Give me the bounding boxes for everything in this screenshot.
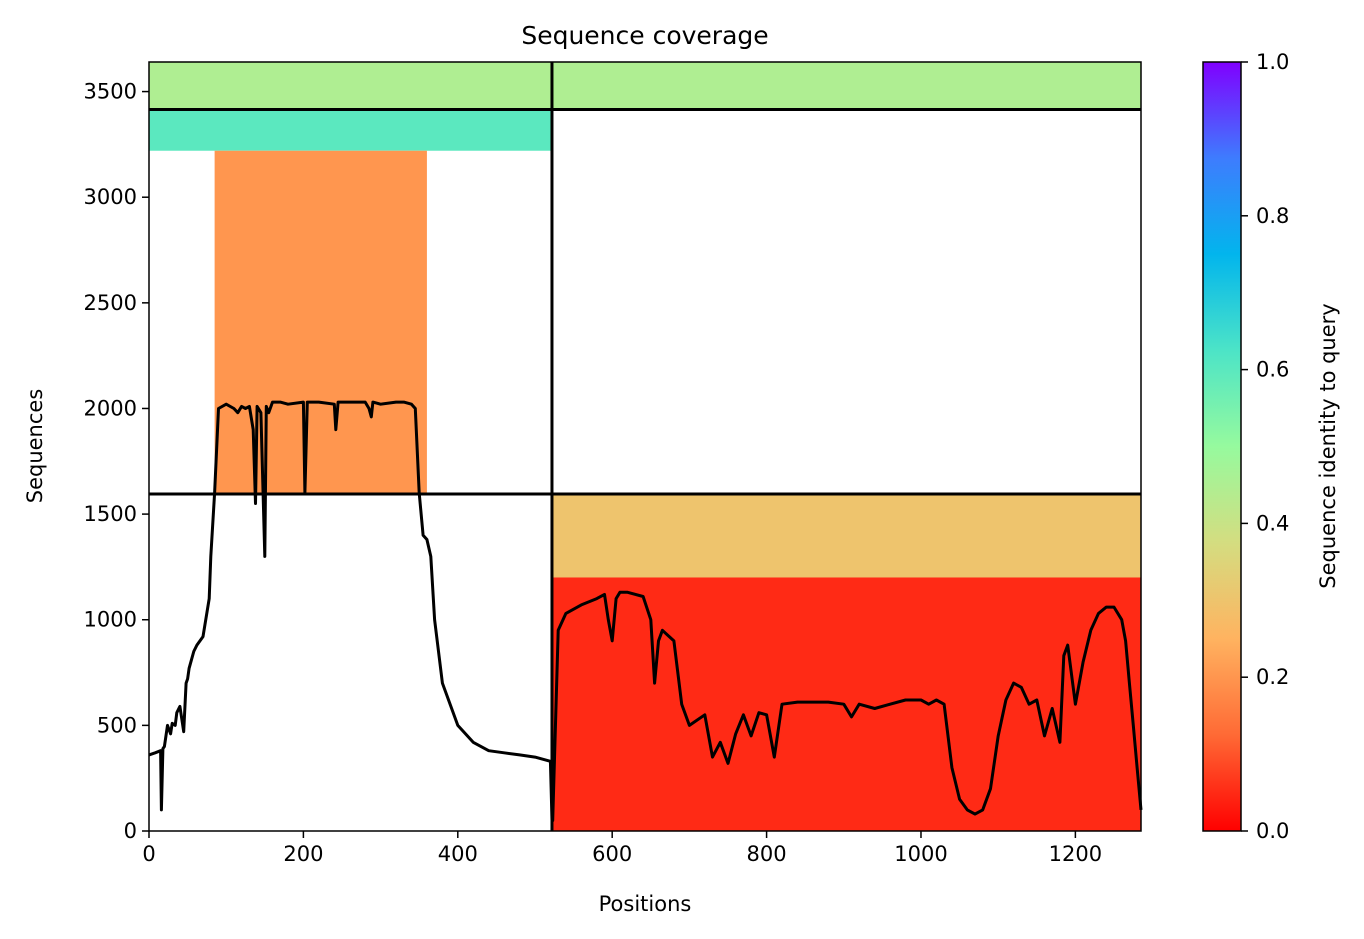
x-tick-label: 200	[283, 842, 323, 866]
colorbar-label: Sequence identity to query	[1316, 303, 1340, 588]
y-tick-label: 500	[97, 713, 137, 737]
x-tick-label: 600	[592, 842, 632, 866]
y-tick-label: 3000	[84, 185, 137, 209]
coverage-block-4	[551, 494, 1141, 578]
colorbar-tick-label: 0.6	[1256, 358, 1289, 382]
coverage-heatmap	[149, 62, 1141, 831]
coverage-block-3	[214, 150, 427, 495]
x-tick-label: 1200	[1049, 842, 1102, 866]
y-axis-label: Sequences	[23, 389, 47, 504]
y-tick-label: 1500	[84, 502, 137, 526]
coverage-block-0	[149, 62, 552, 110]
coverage-block-2	[149, 109, 552, 151]
y-tick-label: 1000	[84, 608, 137, 632]
colorbar	[1202, 61, 1242, 832]
x-tick-label: 400	[438, 842, 478, 866]
x-axis-label: Positions	[599, 892, 692, 916]
coverage-line	[148, 400, 1143, 822]
y-axis-ticks: 0 500 1000 1500 2000 2500 3000 3500	[84, 80, 149, 843]
x-tick-label: 800	[747, 842, 787, 866]
colorbar-tick-label: 0.4	[1256, 511, 1289, 535]
colorbar-ticks: 0.0 0.2 0.4 0.6 0.8 1.0	[1241, 50, 1289, 843]
colorbar-tick-label: 0.0	[1256, 819, 1289, 843]
colorbar-tick-label: 0.8	[1256, 204, 1289, 228]
chart-title: Sequence coverage	[521, 21, 768, 50]
chain-boundaries	[149, 62, 1141, 831]
colorbar-tick-label: 1.0	[1256, 50, 1289, 74]
x-axis-ticks: 0 200 400 600 800 1000 1200	[142, 831, 1102, 866]
x-tick-label: 1000	[894, 842, 947, 866]
y-tick-label: 0	[124, 819, 137, 843]
y-tick-label: 2500	[84, 291, 137, 315]
colorbar-tick-label: 0.2	[1256, 665, 1289, 689]
coverage-block-1	[551, 62, 1141, 110]
y-tick-label: 2000	[84, 396, 137, 420]
y-tick-label: 3500	[84, 80, 137, 104]
x-tick-label: 0	[142, 842, 155, 866]
coverage-block-5	[551, 577, 1141, 831]
plot-frame	[148, 61, 1142, 832]
